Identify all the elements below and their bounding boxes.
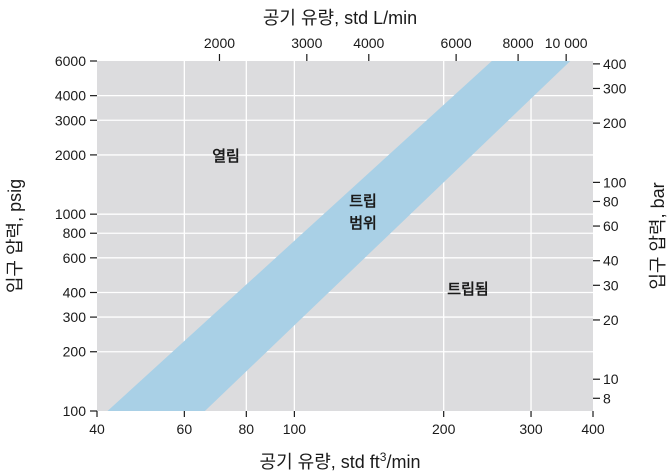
left-tick-label: 1000	[55, 206, 86, 222]
region-label-trip-range-line2: 범위	[349, 215, 377, 232]
left-axis-title: 입구 압력, psig	[5, 179, 25, 293]
region-label-trip-range-line1: 트립	[349, 193, 377, 210]
top-tick-label: 6000	[441, 35, 472, 51]
top-tick-label: 2000	[204, 35, 235, 51]
left-tick-label: 600	[63, 250, 87, 266]
top-axis: 2000 3000 4000 6000 8000 10 000	[204, 35, 588, 61]
bottom-tick-label: 200	[432, 421, 456, 437]
left-tick-label: 3000	[55, 112, 86, 128]
bottom-axis-title: 공기 유량, std ft3/min	[260, 450, 421, 472]
right-tick-label: 8	[603, 390, 611, 406]
top-tick-label: 8000	[503, 35, 534, 51]
left-tick-label: 6000	[55, 53, 86, 69]
bottom-tick-label: 80	[239, 421, 255, 437]
top-tick-label: 4000	[353, 35, 384, 51]
left-tick-label: 400	[63, 284, 87, 300]
right-axis-title: 입구 압력, bar	[648, 182, 668, 289]
bottom-tick-label: 40	[89, 421, 105, 437]
right-tick-label: 80	[603, 193, 619, 209]
left-tick-label: 200	[63, 344, 87, 360]
top-tick-label: 3000	[291, 35, 322, 51]
right-tick-label: 100	[603, 174, 627, 190]
left-tick-label: 300	[63, 309, 87, 325]
top-tick-label: 10 000	[545, 35, 588, 51]
left-tick-label: 100	[63, 403, 87, 419]
right-tick-label: 300	[603, 80, 627, 96]
bottom-axis: 40 60 80 100 200 300 400	[89, 411, 605, 437]
bottom-axis-title-tail: /min	[386, 452, 420, 472]
region-label-tripped: 트립됨	[447, 281, 488, 298]
right-tick-label: 200	[603, 115, 627, 131]
right-tick-label: 20	[603, 312, 619, 328]
right-tick-label: 10	[603, 371, 619, 387]
left-tick-label: 800	[63, 225, 87, 241]
bottom-tick-label: 100	[283, 421, 307, 437]
region-label-open: 열림	[212, 147, 240, 165]
bottom-tick-label: 400	[581, 421, 605, 437]
trip-band	[107, 61, 571, 411]
bottom-tick-label: 60	[177, 421, 193, 437]
right-tick-label: 30	[603, 277, 619, 293]
right-axis: 8 10 20 30 40 60 80 100 200 300 400	[593, 56, 627, 406]
bottom-tick-label: 300	[519, 421, 543, 437]
right-tick-label: 400	[603, 56, 627, 72]
left-axis: 100 200 300 400 600 800 1000 2000 3000 4000 6000	[55, 53, 97, 419]
right-tick-label: 60	[603, 218, 619, 234]
bottom-axis-title-superscript: 3	[380, 450, 387, 464]
right-tick-label: 40	[603, 253, 619, 269]
left-tick-label: 4000	[55, 88, 86, 104]
top-axis-title: 공기 유량, std L/min	[263, 8, 417, 28]
left-tick-label: 2000	[55, 147, 86, 163]
